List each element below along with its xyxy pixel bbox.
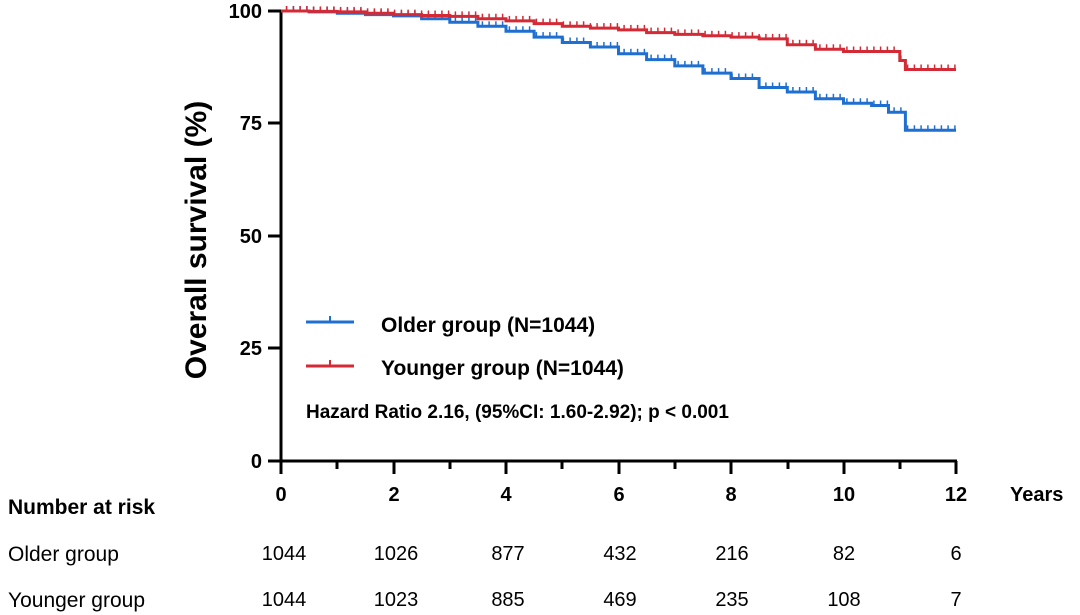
series-line-younger bbox=[281, 9, 956, 71]
risk-cell: 1044 bbox=[262, 589, 307, 611]
x-tick-label-12: 12 bbox=[945, 484, 967, 506]
legend-label-younger: Younger group (N=1044) bbox=[381, 357, 624, 380]
y-axis-title: Overall survival (%) bbox=[180, 101, 213, 379]
y-tick-label-0: 0 bbox=[251, 451, 262, 473]
risk-row-label-younger: Younger group bbox=[8, 589, 145, 612]
risk-cell: 108 bbox=[827, 589, 860, 611]
y-tick-label-100: 100 bbox=[229, 1, 262, 23]
risk-cell: 235 bbox=[715, 589, 748, 611]
risk-cell: 1044 bbox=[262, 543, 307, 565]
hazard-ratio-annotation: Hazard Ratio 2.16, (95%CI: 1.60-2.92); p… bbox=[306, 402, 729, 423]
x-tick-label-10: 10 bbox=[833, 484, 855, 506]
risk-cell: 432 bbox=[603, 543, 636, 565]
risk-cell: 877 bbox=[491, 543, 524, 565]
risk-cell: 82 bbox=[833, 543, 855, 565]
risk-cell: 1026 bbox=[374, 543, 419, 565]
y-tick-label-25: 25 bbox=[240, 338, 262, 360]
risk-table: Number at risk Older group 1044 1026 877… bbox=[8, 496, 962, 612]
risk-table-title: Number at risk bbox=[8, 496, 155, 519]
censor-marks-older bbox=[285, 6, 956, 131]
risk-cell: 216 bbox=[715, 543, 748, 565]
x-tick-label-8: 8 bbox=[725, 484, 736, 506]
risk-cell: 885 bbox=[491, 589, 524, 611]
legend: Older group (N=1044) Younger group (N=10… bbox=[306, 314, 624, 380]
x-tick-label-4: 4 bbox=[500, 484, 512, 506]
x-ticks bbox=[279, 461, 958, 474]
x-tick-label-2: 2 bbox=[388, 484, 399, 506]
y-tick-label-50: 50 bbox=[240, 226, 262, 248]
risk-cell: 1023 bbox=[374, 589, 419, 611]
y-tick-label-75: 75 bbox=[240, 113, 262, 135]
risk-cell: 469 bbox=[603, 589, 636, 611]
risk-cell: 6 bbox=[950, 543, 961, 565]
x-tick-label-0: 0 bbox=[275, 484, 286, 506]
y-ticks bbox=[268, 9, 281, 463]
x-axis-title: Years bbox=[1010, 484, 1063, 506]
x-tick-label-6: 6 bbox=[613, 484, 624, 506]
risk-row-label-older: Older group bbox=[8, 543, 119, 566]
series-layer bbox=[281, 6, 956, 132]
risk-cell: 7 bbox=[950, 589, 961, 611]
censor-marks-younger bbox=[285, 6, 956, 70]
legend-label-older: Older group (N=1044) bbox=[381, 314, 595, 337]
